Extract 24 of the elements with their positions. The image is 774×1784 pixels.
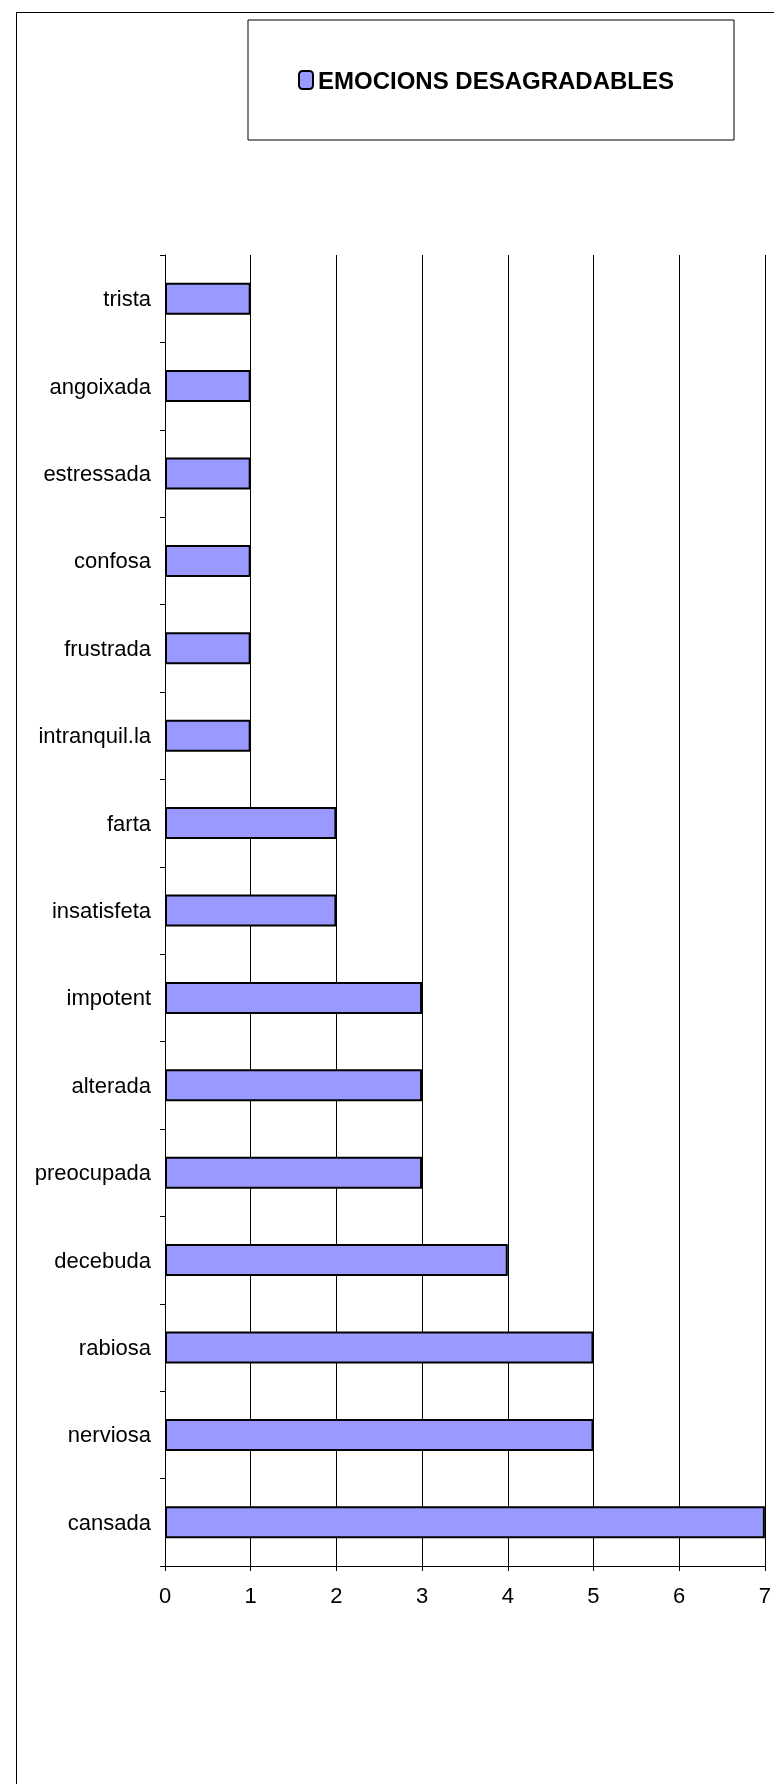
x-tick-label: 7 (758, 1582, 772, 1608)
y-tick-label: trista (103, 286, 152, 312)
y-tick-label: decebuda (54, 1247, 152, 1273)
x-tick-label: 1 (244, 1582, 257, 1608)
y-tick-label: cansada (67, 1509, 152, 1535)
y-tick-label: alterada (71, 1072, 152, 1098)
y-tick-label: preocupada (34, 1160, 152, 1186)
y-tick-label: farta (106, 810, 152, 836)
x-tick-label: 5 (587, 1582, 600, 1608)
y-tick-label: estressada (43, 461, 152, 486)
y-tick-label: nerviosa (67, 1422, 152, 1448)
x-tick-label: 3 (415, 1582, 429, 1608)
y-tick-label: confosa (73, 548, 152, 574)
y-tick-label: insatisfeta (51, 898, 152, 923)
y-tick-label: angoixada (49, 373, 152, 399)
y-tick-label: frustrada (64, 635, 152, 661)
legend-label: EMOCIONS DESAGRADABLES (318, 66, 675, 94)
y-tick-label: rabiosa (78, 1335, 152, 1360)
y-tick-label: intranquil.la (38, 723, 152, 749)
x-tick-label: 4 (501, 1582, 514, 1608)
y-tick-label: impotent (66, 985, 151, 1011)
x-tick-label: 0 (158, 1582, 172, 1608)
x-tick-label: 2 (330, 1582, 343, 1608)
x-tick-label: 6 (673, 1582, 686, 1608)
